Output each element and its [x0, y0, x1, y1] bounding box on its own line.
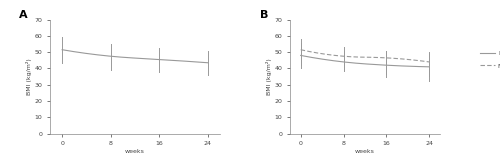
Text: B: B — [260, 10, 268, 20]
Text: A: A — [20, 10, 28, 20]
Legend: DM, No DM: DM, No DM — [480, 50, 500, 69]
Y-axis label: BMI (kg/m²): BMI (kg/m²) — [26, 58, 32, 95]
X-axis label: weeks: weeks — [355, 149, 375, 154]
X-axis label: weeks: weeks — [125, 149, 145, 154]
Y-axis label: BMI (kg/m²): BMI (kg/m²) — [266, 58, 272, 95]
